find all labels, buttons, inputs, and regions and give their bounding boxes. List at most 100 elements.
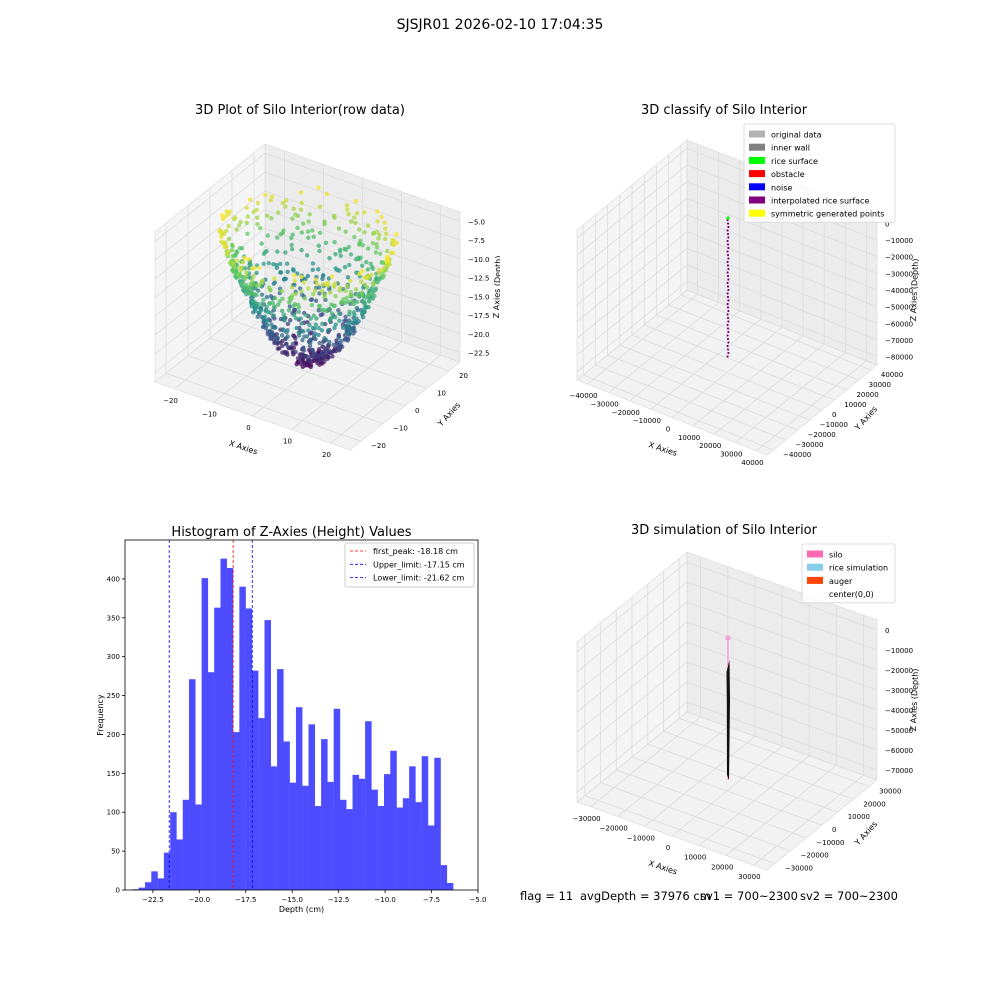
scatter-point: [339, 339, 344, 344]
histogram-bar: [402, 798, 410, 890]
z-tick-label: −12.5: [468, 275, 489, 283]
histogram-bar: [352, 774, 360, 890]
scatter-point: [394, 231, 399, 237]
gridline: [668, 304, 859, 381]
scatter-point: [343, 288, 348, 294]
scatter-point: [352, 215, 357, 220]
scatter-point: [357, 227, 362, 232]
histogram-bar: [201, 578, 209, 890]
scatter-point: [283, 198, 289, 203]
scatter-point: [347, 309, 352, 314]
interpolated-point: [726, 302, 729, 306]
scatter-point: [362, 296, 367, 301]
legend-frame: [743, 123, 896, 223]
rice-simulation-shape: [726, 660, 730, 780]
histogram-bar: [182, 799, 190, 890]
scatter-point: [312, 331, 318, 336]
scatter-point: [343, 314, 348, 320]
z-tick-label: −50000: [885, 304, 913, 312]
scatter-point: [239, 265, 244, 271]
scatter-point: [375, 209, 380, 214]
scatter-point: [299, 289, 304, 294]
histogram-bar: [226, 568, 234, 890]
legend-label: Lower_limit: -21.62 cm: [373, 574, 465, 583]
scatter-point: [271, 281, 276, 286]
scatter-point: [298, 316, 304, 321]
scatter-point: [271, 313, 276, 318]
scatter-point: [286, 308, 292, 313]
legend-label: interpolated rice surface: [771, 197, 869, 206]
histogram-bar: [358, 778, 366, 890]
scatter-point: [220, 216, 226, 222]
scatter-point: [299, 321, 304, 326]
y-tick-label: 0: [832, 411, 836, 419]
scatter-point: [316, 185, 321, 190]
scatter-point: [259, 301, 265, 307]
scatter-point: [268, 287, 273, 293]
scatter-point: [308, 354, 313, 359]
gridline: [686, 601, 878, 671]
panel4-3d-simulation: −30000−20000−100000100002000030000−30000…: [573, 543, 920, 880]
scatter-point: [244, 220, 249, 226]
scatter-point: [373, 250, 379, 255]
gridline: [686, 264, 878, 341]
gridline: [576, 561, 688, 653]
scatter-point: [274, 235, 280, 240]
scatter-point: [301, 280, 307, 285]
scatter-point: [285, 334, 290, 339]
scatter-point: [283, 250, 288, 255]
scatter-point: [354, 287, 359, 292]
scatter-point: [310, 292, 316, 297]
scatter-point: [291, 303, 296, 309]
scatter-point: [301, 221, 306, 226]
gridline: [154, 284, 266, 373]
scatter-point: [309, 302, 315, 308]
z-tick-label: −10000: [885, 237, 913, 245]
panel1-title: 3D Plot of Silo Interior(row data): [195, 103, 405, 118]
x-tick-label: −12.5: [328, 896, 349, 904]
scatter-point: [278, 270, 283, 275]
scatter-point: [343, 247, 349, 252]
gridline: [686, 281, 878, 358]
interpolated-point: [727, 299, 730, 302]
scatter-point: [349, 219, 354, 224]
gridline: [576, 264, 688, 356]
legend-label: obstacle: [771, 170, 805, 179]
interpolated-point: [726, 334, 729, 337]
scatter-point: [266, 260, 271, 266]
scatter-point: [327, 348, 332, 353]
scatter-point: [342, 337, 348, 342]
scatter-point: [229, 247, 235, 253]
gridline: [576, 281, 688, 372]
interpolated-point: [726, 323, 729, 327]
scatter-point: [317, 357, 322, 363]
gridline: [264, 152, 461, 222]
scatter-point: [327, 256, 332, 261]
scatter-point: [219, 212, 225, 218]
scatter-point: [390, 250, 396, 255]
z-tick-label: −5.0: [468, 218, 485, 226]
scatter-point: [268, 310, 273, 316]
scatter-point: [348, 252, 354, 257]
scatter-point: [226, 223, 231, 229]
scatter-point: [317, 204, 323, 209]
gridline: [631, 334, 823, 411]
scatter-point: [230, 243, 235, 249]
histogram-bar: [189, 679, 196, 890]
scatter-point: [305, 286, 311, 291]
z-tick-label: −20000: [885, 667, 913, 675]
histogram-bar: [428, 825, 435, 890]
scatter-point: [326, 276, 332, 281]
gridline: [154, 265, 266, 355]
gridline: [686, 561, 878, 631]
scatter-point: [343, 229, 348, 234]
scatter-point: [362, 282, 368, 288]
y-tick-label: 20000: [856, 391, 878, 399]
panel2-axis-labels: −40000−30000−20000−100000100002000030000…: [569, 220, 920, 467]
scatter-point: [277, 299, 282, 304]
panel2-3d-classify: −40000−30000−20000−100000100002000030000…: [569, 123, 920, 467]
scatter-point: [221, 240, 227, 246]
histogram-bar: [258, 718, 265, 890]
gridline: [576, 641, 688, 733]
interpolated-point: [726, 253, 730, 257]
